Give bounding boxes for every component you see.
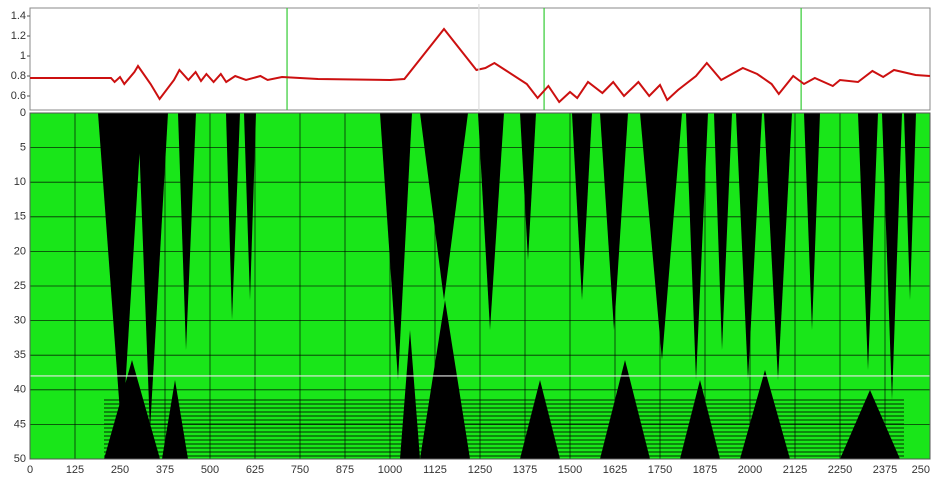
x-tick-label: 1875 [693, 464, 717, 476]
x-tick-label: 2250 [828, 464, 852, 476]
y-tick-label: 40 [14, 384, 26, 396]
y-tick-label: 15 [14, 211, 26, 223]
x-tick-label: 875 [336, 464, 354, 476]
x-tick-label: 2375 [873, 464, 897, 476]
x-tick-label: 1375 [513, 464, 537, 476]
y-tick-label: 0 [20, 107, 26, 119]
x-tick-label: 500 [201, 464, 219, 476]
x-tick-label: 250 [912, 464, 930, 476]
y-tick-label: 1.4 [11, 10, 26, 22]
x-tick-label: 2125 [783, 464, 807, 476]
y-tick-label: 45 [14, 418, 26, 430]
y-tick-label: 10 [14, 176, 26, 188]
x-tick-label: 1750 [648, 464, 672, 476]
x-tick-label: 250 [111, 464, 129, 476]
x-tick-label: 1250 [468, 464, 492, 476]
x-tick-label: 1125 [423, 464, 447, 476]
x-tick-label: 375 [156, 464, 174, 476]
chart: 0.60.811.21.4 01252503755006257508751000… [0, 0, 939, 480]
x-tick-label: 1500 [558, 464, 582, 476]
y-tick-label: 25 [14, 280, 26, 292]
x-tick-label: 125 [66, 464, 84, 476]
x-tick-label: 1625 [603, 464, 627, 476]
y-tick-label: 50 [14, 453, 26, 465]
y-tick-label: 20 [14, 245, 26, 257]
y-tick-label: 1 [20, 50, 26, 62]
y-tick-label: 0.6 [11, 90, 26, 102]
y-tick-label: 1.2 [11, 30, 26, 42]
plot-content [30, 113, 930, 459]
x-tick-label: 625 [246, 464, 264, 476]
x-tick-label: 0 [27, 464, 33, 476]
y-tick-label: 35 [14, 349, 26, 361]
y-tick-label: 0.8 [11, 70, 26, 82]
x-tick-label: 750 [291, 464, 309, 476]
plot-area [30, 8, 930, 110]
y-tick-label: 5 [20, 142, 26, 154]
x-tick-label: 2000 [738, 464, 762, 476]
y-tick-label: 30 [14, 315, 26, 327]
x-tick-label: 1000 [378, 464, 402, 476]
